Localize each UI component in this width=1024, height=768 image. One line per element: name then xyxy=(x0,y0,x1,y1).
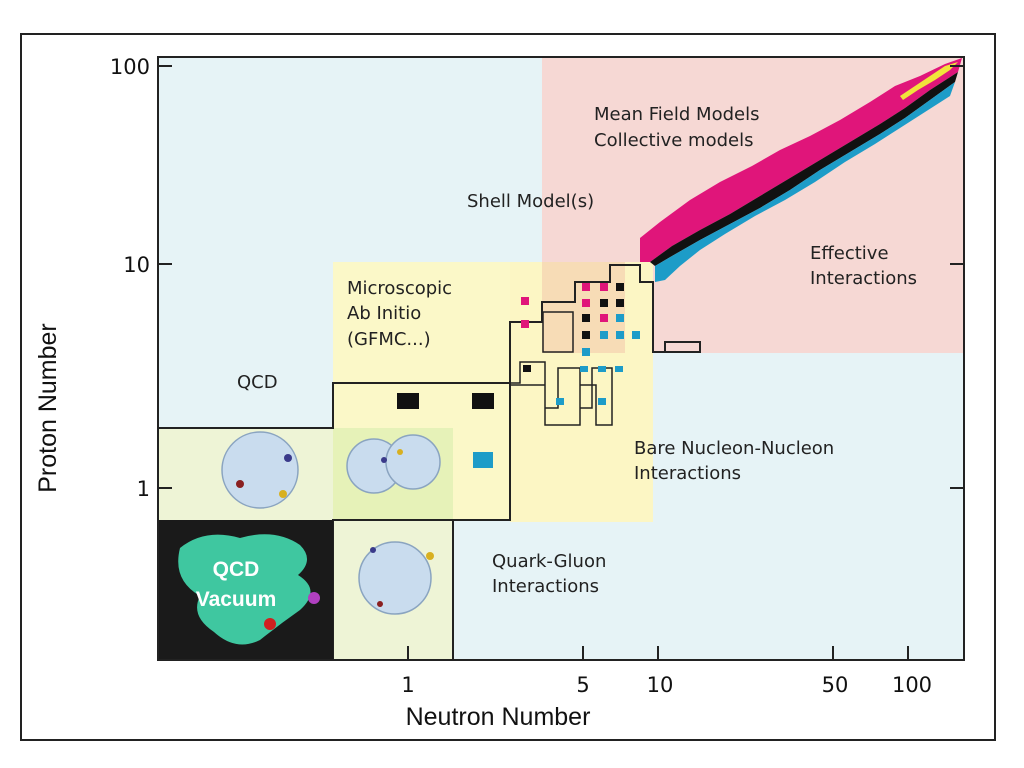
nuclide-pink xyxy=(582,299,590,307)
microscopic-label-2: Ab Initio xyxy=(347,303,421,324)
y-axis-label: Proton Number xyxy=(34,323,62,493)
three-quark-bubble xyxy=(221,431,299,509)
nuclide-blue xyxy=(632,331,640,339)
nuclide-black xyxy=(582,314,590,322)
bare-nn-label-2: Interactions xyxy=(634,463,741,484)
mean-field-label-1: Mean Field Models xyxy=(594,104,759,125)
dripline-edge xyxy=(900,62,958,100)
nuclide-blue xyxy=(615,366,623,372)
x-tick-1: 1 xyxy=(401,673,414,697)
microscopic-label-1: Microscopic xyxy=(347,278,452,299)
mean-field-label-2: Collective models xyxy=(594,130,754,151)
y-tick-10: 10 xyxy=(123,253,150,277)
nuclide-pink xyxy=(600,283,608,291)
nuclide-black xyxy=(600,299,608,307)
nuclide-black xyxy=(523,365,531,372)
nuclide-blue xyxy=(616,314,624,322)
deuteron-bubbles xyxy=(346,434,441,494)
proton-rich-band xyxy=(640,58,962,262)
neutron-rich-band xyxy=(655,82,955,282)
qcd-label: QCD xyxy=(237,372,278,393)
nuclide-black xyxy=(616,283,624,291)
x-axis-label: Neutron Number xyxy=(406,703,591,731)
nuclide-pink xyxy=(600,314,608,322)
nuclide-blue xyxy=(598,398,606,405)
overlap-region xyxy=(542,262,625,353)
shell-model-label: Shell Model(s) xyxy=(467,191,594,212)
nuclide-band xyxy=(640,58,962,282)
nuclide-pink xyxy=(582,283,590,291)
qcd-vacuum-inset: QCD Vacuum xyxy=(158,520,333,660)
nuclide-pink xyxy=(521,297,529,305)
y-tick-100: 100 xyxy=(110,55,150,79)
x-tick-100: 100 xyxy=(892,673,932,697)
vacuum-label-1: QCD xyxy=(213,558,260,581)
effective-label-1: Effective xyxy=(810,243,889,264)
nuclide-blue xyxy=(473,452,493,468)
stable-band xyxy=(650,72,958,266)
nuclide-black xyxy=(616,299,624,307)
nuclide-black xyxy=(472,393,494,409)
microscopic-label-3: (GFMC...) xyxy=(347,329,431,350)
step-boundary xyxy=(158,264,701,429)
nuclide-blue xyxy=(556,398,564,405)
x-tick-50: 50 xyxy=(822,673,849,697)
plot-border xyxy=(157,56,965,661)
x-tick-10: 10 xyxy=(647,673,674,697)
nuclide-blue xyxy=(580,366,588,372)
light-nuclei-outline xyxy=(510,361,613,426)
x-tick-5: 5 xyxy=(576,673,589,697)
nuclide-blue xyxy=(616,331,624,339)
light-nuclei xyxy=(397,283,640,468)
quark-gluon-label-1: Quark-Gluon xyxy=(492,551,606,572)
nuclide-black xyxy=(397,393,419,409)
vacuum-label-2: Vacuum xyxy=(196,588,277,611)
light-nuclei-box xyxy=(542,311,574,353)
figure-frame xyxy=(20,33,996,741)
quark-bubble-lower xyxy=(358,541,434,615)
quark-gluon-label-2: Interactions xyxy=(492,576,599,597)
nuclide-blue xyxy=(582,348,590,356)
y-tick-1: 1 xyxy=(137,477,150,501)
effective-label-2: Interactions xyxy=(810,268,917,289)
bare-nn-label-1: Bare Nucleon-Nucleon xyxy=(634,438,834,459)
nuclide-blue xyxy=(598,366,606,372)
tick-marks xyxy=(158,65,964,660)
nuclide-pink xyxy=(521,320,529,328)
nuclide-blue xyxy=(600,331,608,339)
nuclide-black xyxy=(582,331,590,339)
